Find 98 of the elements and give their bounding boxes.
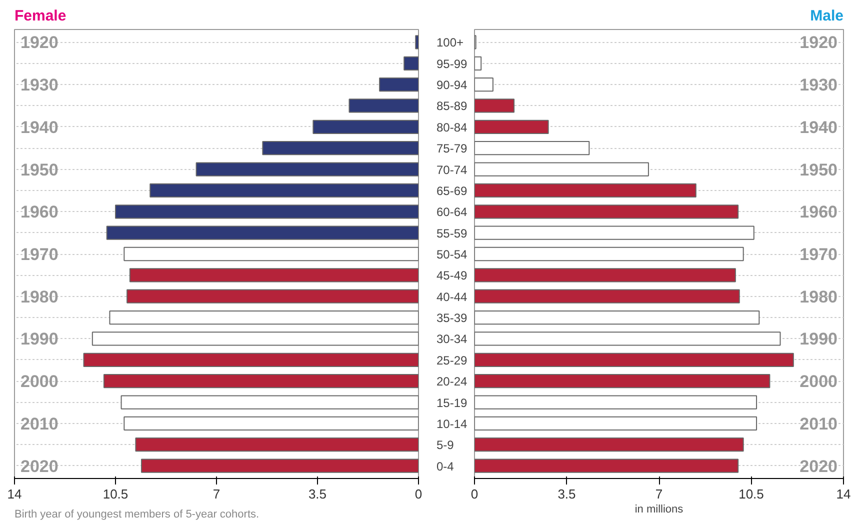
annotation: 1990 <box>20 330 58 349</box>
annotation: 1920 <box>20 33 58 52</box>
bar <box>474 120 549 134</box>
y-tick-label: 50-54 <box>436 248 468 262</box>
bar <box>474 438 744 452</box>
y-tick-label: 85-89 <box>436 99 468 114</box>
chart-title: Female <box>14 8 66 24</box>
bar <box>109 310 418 325</box>
annotation: 1960 <box>800 202 838 222</box>
annotation: 1970 <box>20 245 58 264</box>
y-tick-label: 15-19 <box>436 396 468 410</box>
bar <box>124 416 418 430</box>
bar <box>103 374 418 388</box>
bar <box>135 438 418 452</box>
bar <box>474 332 781 346</box>
x-tick-label: 10.5 <box>738 486 764 502</box>
annotation: 2020 <box>20 456 58 476</box>
y-tick-label: 95-99 <box>436 56 468 71</box>
annotation: 1950 <box>20 160 58 180</box>
annotation: 1960 <box>20 202 58 222</box>
x-tick-label: 14 <box>7 486 22 502</box>
bar <box>262 141 418 156</box>
bar <box>83 352 418 367</box>
bar <box>415 35 418 50</box>
bar <box>92 332 418 346</box>
y-tick-label: 5-9 <box>436 438 454 452</box>
annotation: 2010 <box>800 414 838 434</box>
bar <box>474 374 770 388</box>
x-tick-label: 3.5 <box>308 486 327 502</box>
annotation: 2010 <box>20 414 58 434</box>
bar <box>474 162 649 176</box>
annotation: 1950 <box>800 160 838 180</box>
bar <box>474 246 744 262</box>
y-tick-label: 0-4 <box>436 459 454 474</box>
y-tick-label: 40-44 <box>436 290 468 304</box>
bar <box>474 141 590 156</box>
annotation: 2000 <box>20 372 58 392</box>
bar <box>474 268 736 282</box>
y-tick-label: 55-59 <box>436 226 468 240</box>
bar <box>120 395 418 410</box>
bar <box>474 226 754 240</box>
x-tick-label: 7 <box>212 486 220 502</box>
x-tick-label: 0 <box>470 486 478 502</box>
y-tick-label: 30-34 <box>436 332 468 346</box>
bar <box>474 416 758 430</box>
bar <box>404 56 418 70</box>
bar <box>348 98 418 113</box>
text: Birth year of youngest members of 5-year cohorts. <box>14 508 260 520</box>
bar <box>379 78 418 92</box>
bar <box>474 352 794 367</box>
bar <box>126 289 418 304</box>
x-tick-label: 10.5 <box>102 486 128 502</box>
bar <box>115 204 418 219</box>
y-tick-label: 35-39 <box>436 311 468 326</box>
annotation: 1940 <box>800 118 838 137</box>
bar <box>474 56 482 70</box>
y-tick-label: 75-79 <box>436 142 468 156</box>
annotation: 1990 <box>800 330 838 349</box>
bar <box>474 98 515 113</box>
bar <box>474 204 739 219</box>
bar <box>474 289 740 304</box>
y-tick-label: 25-29 <box>436 353 468 368</box>
y-tick-label: 10-14 <box>436 416 468 431</box>
y-tick-label: 45-49 <box>436 268 468 283</box>
x-tick-label: 3.5 <box>558 486 576 502</box>
bar <box>474 458 739 473</box>
x-tick-label: 0 <box>414 486 422 502</box>
bar <box>106 226 418 240</box>
bar <box>140 458 418 473</box>
y-tick-label: 20-24 <box>436 374 468 389</box>
annotation: 1940 <box>20 118 58 137</box>
y-tick-label: 100+ <box>436 36 464 50</box>
x-axis-title: in millions <box>634 504 684 516</box>
chart-title: Male <box>810 8 844 24</box>
annotation: 1980 <box>800 287 838 306</box>
bar <box>474 183 696 198</box>
annotation: 1970 <box>800 245 838 264</box>
bar <box>474 395 758 410</box>
bar <box>474 78 494 92</box>
bar <box>124 246 418 262</box>
annotation: 1920 <box>800 33 838 52</box>
annotation: 2020 <box>800 456 838 476</box>
bar <box>474 310 760 325</box>
annotation: 1930 <box>800 76 838 95</box>
bar <box>196 162 418 176</box>
bar <box>129 268 418 282</box>
bar <box>312 120 418 134</box>
y-tick-label: 60-64 <box>436 205 468 220</box>
x-tick-label: 7 <box>655 486 663 502</box>
x-tick-label: 14 <box>836 486 851 502</box>
y-tick-label: 70-74 <box>436 162 468 177</box>
annotation: 1980 <box>20 287 58 306</box>
y-tick-label: 90-94 <box>436 78 468 92</box>
annotation: 2000 <box>800 372 838 392</box>
annotation: 1930 <box>20 76 58 95</box>
y-tick-label: 80-84 <box>436 120 468 134</box>
bar <box>150 183 418 198</box>
y-tick-label: 65-69 <box>436 184 468 198</box>
